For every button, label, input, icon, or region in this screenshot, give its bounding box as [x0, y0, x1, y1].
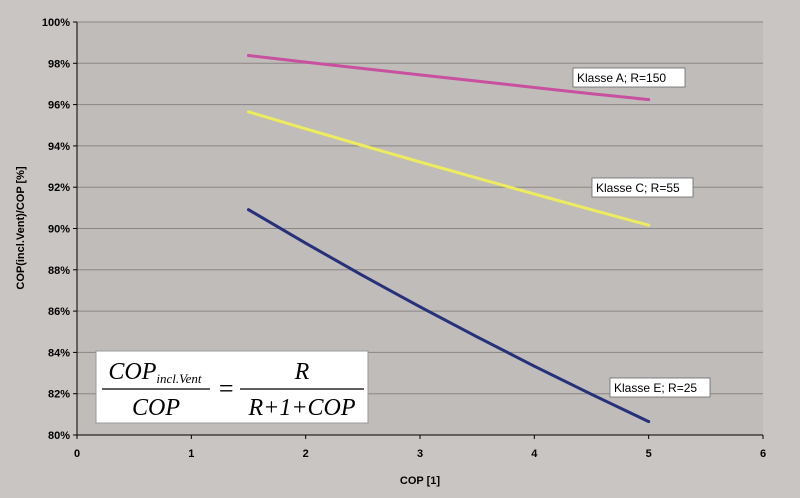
y-tick-label: 90% [48, 224, 70, 236]
series-line-3 [247, 208, 651, 424]
formula-lhs-numerator: COPincl.Vent [108, 359, 202, 386]
x-tick-label: 4 [531, 448, 538, 460]
x-tick-label: 5 [646, 448, 652, 460]
series-1-point [590, 92, 593, 96]
series-2-point [475, 176, 479, 180]
x-tick-label: 2 [303, 448, 309, 460]
y-tick-label: 98% [48, 58, 70, 70]
x-tick-label: 1 [188, 448, 194, 460]
series-line-2 [247, 110, 651, 227]
formula-equals: = [217, 374, 235, 403]
series-1-point [647, 98, 651, 102]
series-line-1 [247, 54, 651, 102]
series-3-point [475, 335, 479, 339]
svg-text:Klasse C; R=55: Klasse C; R=55 [596, 181, 680, 195]
x-tick-label: 6 [760, 448, 766, 460]
series-1-point [475, 79, 479, 83]
formula-rhs-numerator: R [294, 359, 310, 385]
series-3-point [418, 305, 422, 309]
svg-text:Klasse E; R=25: Klasse E; R=25 [614, 381, 697, 395]
y-tick-label: 94% [48, 141, 70, 153]
formula-rhs-denominator: R+1+COP [247, 395, 355, 421]
series-2-point [590, 208, 593, 212]
formula-lhs-denominator: COP [132, 395, 180, 421]
series-lines [247, 54, 651, 424]
series-3-point [361, 274, 365, 277]
x-tick-label: 0 [74, 448, 80, 460]
series-1-point [247, 54, 250, 57]
series-2-point [647, 223, 651, 227]
series-2-point [418, 160, 422, 164]
series-1-point [418, 73, 422, 77]
series-labels: Klasse A; R=150 Klasse C; R=55 Klasse E; R… [572, 67, 711, 398]
y-tick-label: 100% [42, 17, 70, 29]
x-tick-labels: 0 1 2 3 4 5 6 [74, 448, 766, 460]
y-tick-label: 84% [48, 347, 70, 359]
series-label-1: Klasse A; R=150 [572, 67, 686, 88]
series-3-point [532, 364, 536, 368]
x-axis-title: COP [1] [400, 475, 440, 487]
axes [73, 21, 764, 439]
series-1-point [361, 67, 365, 70]
y-tick-label: 80% [48, 430, 70, 442]
series-label-2: Klasse C; R=55 [591, 177, 694, 198]
series-2-point [361, 144, 365, 147]
x-tick-label: 3 [417, 448, 423, 460]
y-tick-label: 96% [48, 100, 70, 112]
y-tick-label: 88% [48, 265, 70, 277]
y-tick-label: 92% [48, 182, 70, 194]
series-3-point [647, 420, 651, 423]
y-axis-title: COP(incl.Vent)/COP [%] [15, 166, 27, 290]
series-3-point [247, 208, 250, 212]
series-3-point [590, 392, 593, 396]
series-1-point [532, 86, 536, 89]
series-2-point [247, 110, 250, 114]
y-tick-labels: 80% 82% 84% 86% 88% 90% 92% 94% 96% 98% 100% [42, 17, 70, 442]
y-tick-label: 82% [48, 389, 70, 401]
svg-text:Klasse A; R=150: Klasse A; R=150 [577, 71, 666, 85]
formula-box: COPincl.Vent COP = R R+1+COP [95, 350, 369, 424]
series-2-point [304, 127, 308, 131]
series-2-point [532, 192, 536, 196]
series-3-point [304, 241, 308, 245]
series-1-point [304, 60, 308, 64]
series-label-3: Klasse E; R=25 [609, 377, 711, 398]
y-tick-label: 86% [48, 306, 70, 318]
